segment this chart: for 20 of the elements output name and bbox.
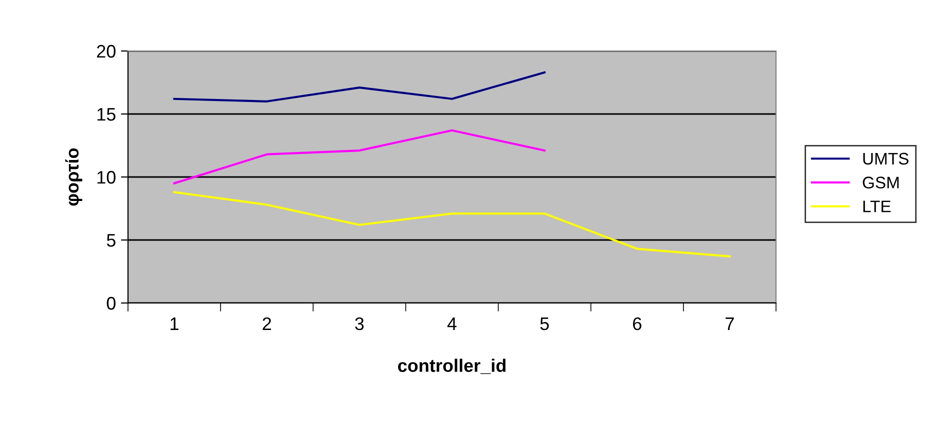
x-tick-label: 6 — [633, 317, 642, 330]
line-series — [173, 191, 731, 258]
legend-label: UMTS — [863, 152, 908, 165]
y-tick-label: 0 — [106, 296, 116, 310]
legend-label: GSM — [862, 176, 899, 188]
y-tick-label: 10 — [97, 170, 116, 184]
y-axis-title: φορτίο — [65, 148, 82, 206]
line-series — [173, 71, 546, 102]
x-tick-label: 1 — [170, 318, 178, 330]
x-tick-label: 4 — [447, 318, 456, 330]
y-tick-label: 5 — [106, 234, 116, 247]
x-tick-label: 5 — [540, 318, 549, 330]
y-tick-label: 15 — [97, 108, 116, 121]
line-series — [173, 129, 546, 184]
x-tick-label: 3 — [355, 317, 364, 330]
legend-label: LTE — [863, 200, 891, 212]
x-axis-title: controller_id — [398, 358, 506, 374]
x-tick-label: 2 — [262, 317, 271, 330]
x-tick-label: 7 — [726, 318, 734, 330]
y-tick-label: 20 — [97, 44, 116, 58]
